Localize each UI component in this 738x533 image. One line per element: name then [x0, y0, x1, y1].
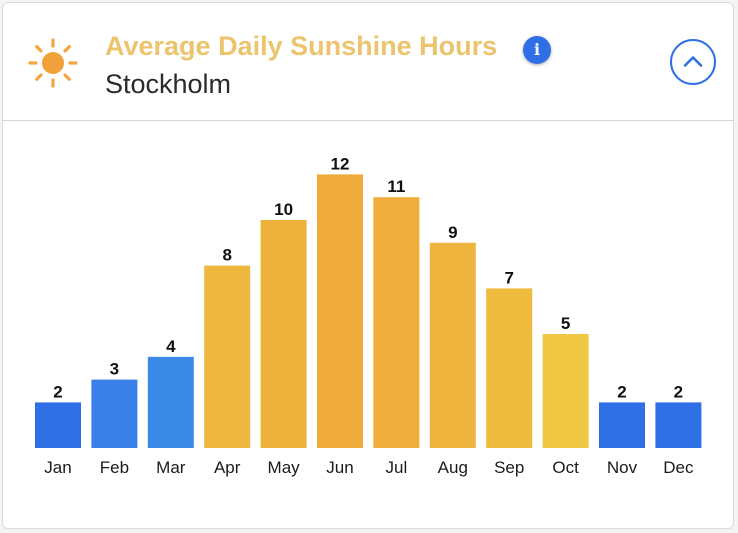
- data-label: 10: [274, 200, 293, 219]
- info-icon[interactable]: i: [523, 36, 551, 64]
- city-name: Stockholm: [105, 69, 232, 99]
- bar-jul[interactable]: [373, 197, 420, 448]
- x-tick-label: Jan: [44, 458, 71, 477]
- card-header: Average Daily Sunshine Hours Stockholm i: [3, 3, 733, 121]
- bar-aug[interactable]: [429, 242, 476, 448]
- data-label: 2: [53, 382, 62, 401]
- x-tick-label: Nov: [607, 458, 638, 477]
- x-tick-label: Dec: [663, 458, 694, 477]
- bar-sep[interactable]: [486, 288, 533, 448]
- bar-oct[interactable]: [542, 334, 589, 448]
- data-label: 2: [674, 382, 683, 401]
- sun-ray: [63, 73, 71, 81]
- x-tick-label: Sep: [494, 458, 524, 477]
- bar-feb[interactable]: [91, 379, 138, 448]
- bar-apr[interactable]: [204, 265, 251, 448]
- bar-mar[interactable]: [147, 356, 194, 448]
- data-label: 9: [448, 223, 457, 242]
- bar-nov[interactable]: [599, 402, 645, 448]
- x-tick-label: May: [268, 458, 301, 477]
- sun-ray: [35, 73, 43, 81]
- x-tick-label: Apr: [214, 458, 241, 477]
- x-tick-label: Jun: [326, 458, 353, 477]
- x-tick-label: Jul: [386, 458, 408, 477]
- data-label: 12: [331, 154, 350, 173]
- bar-may[interactable]: [260, 220, 307, 448]
- data-label: 8: [222, 246, 231, 265]
- x-tick-label: Mar: [156, 458, 186, 477]
- data-label: 5: [561, 314, 570, 333]
- sun-ray: [63, 45, 71, 53]
- data-label: 7: [504, 268, 513, 287]
- data-label: 3: [110, 360, 119, 379]
- bar-jan[interactable]: [35, 402, 81, 448]
- x-tick-label: Feb: [100, 458, 129, 477]
- x-tick-label: Aug: [438, 458, 468, 477]
- bar-dec[interactable]: [655, 402, 702, 448]
- sun-ray: [35, 45, 43, 53]
- chevron-up-icon: [670, 39, 716, 85]
- x-tick-label: Oct: [552, 458, 579, 477]
- collapse-button[interactable]: [670, 39, 716, 85]
- data-label: 4: [166, 337, 176, 356]
- sun-icon: [28, 38, 78, 88]
- data-label: 11: [387, 177, 405, 196]
- data-label: 2: [617, 382, 626, 401]
- bar-jun[interactable]: [317, 174, 363, 448]
- sunshine-bar-chart: 2 Jan 3 Feb 4 Mar 8 Apr 10 May 12 Jun 11 Jul 9 Aug 7 Sep 5…: [35, 154, 702, 477]
- chart-title: Average Daily Sunshine Hours: [105, 31, 498, 61]
